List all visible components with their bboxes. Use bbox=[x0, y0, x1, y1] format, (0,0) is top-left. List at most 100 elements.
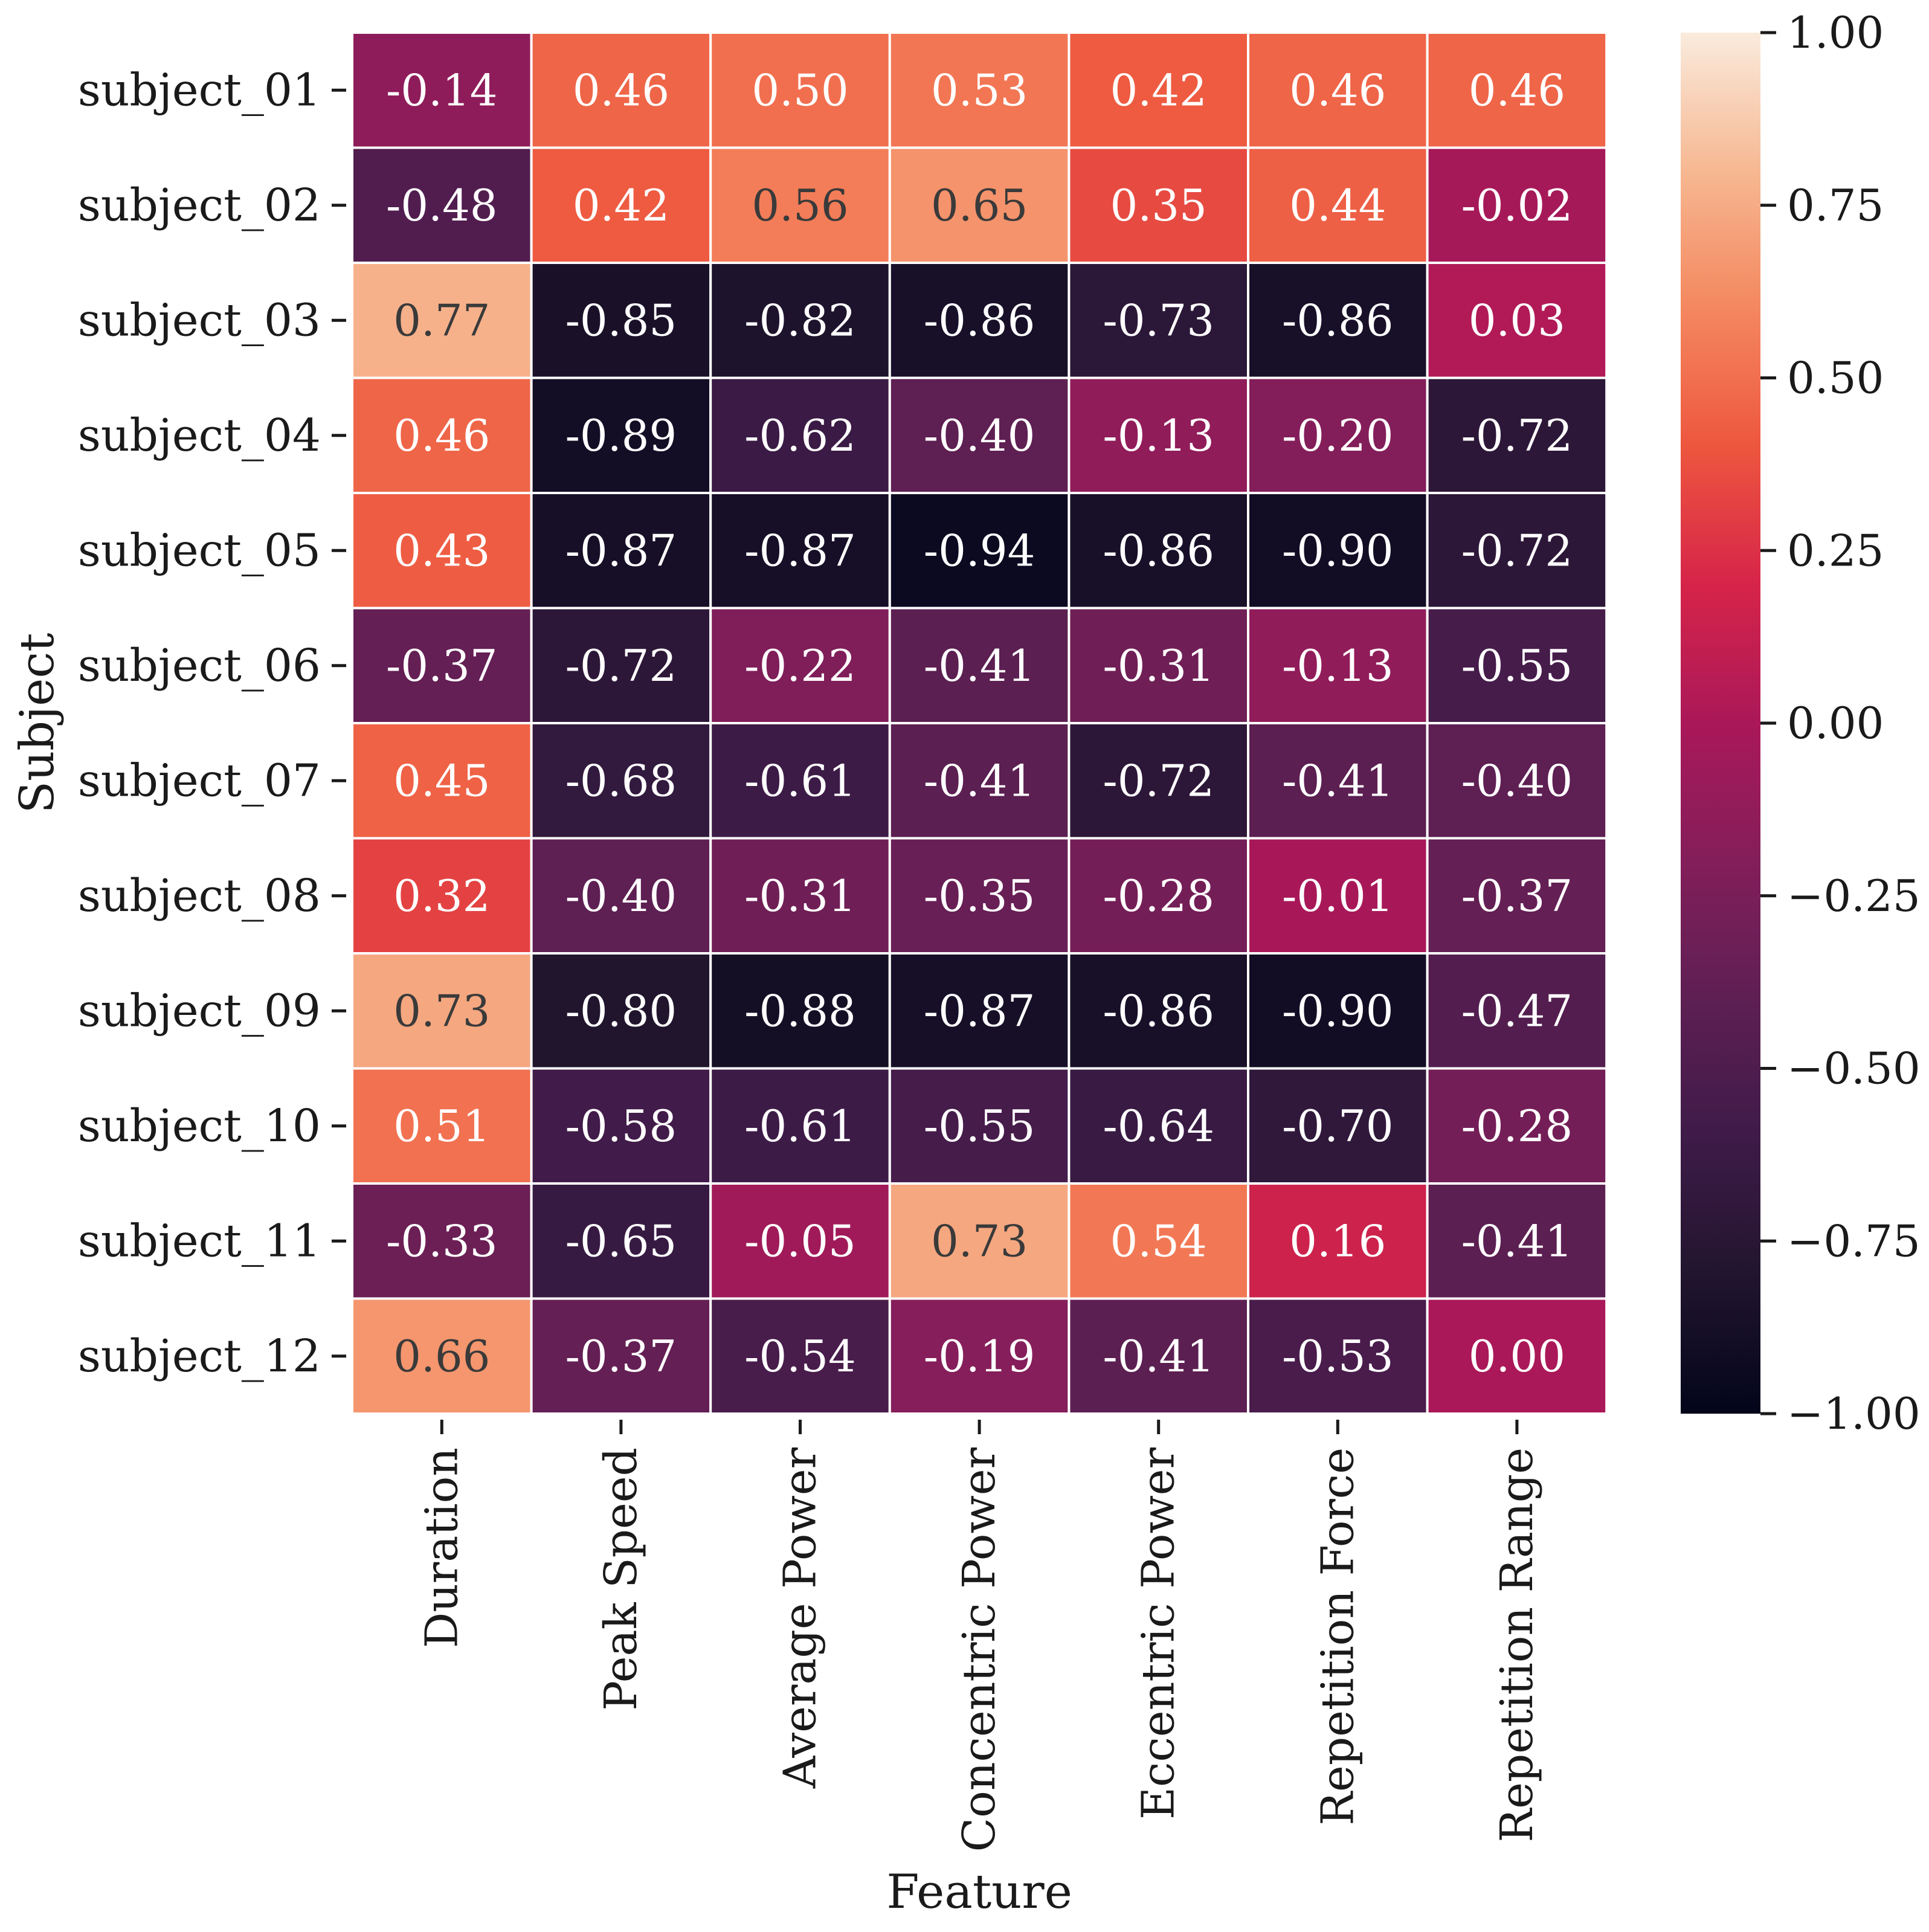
colorbar-tick-label: −0.75 bbox=[1787, 1216, 1921, 1266]
cell-value-label: -0.13 bbox=[1103, 410, 1214, 461]
colorbar: 1.00 0.75 0.50 0.25 0.00 −0.25 −0.50 −0.75 −1.00 bbox=[1681, 7, 1921, 1439]
cell-value-label: -0.58 bbox=[565, 1101, 677, 1151]
cell-value-label: -0.01 bbox=[1282, 871, 1394, 921]
cell-value-label: -0.72 bbox=[1461, 410, 1573, 461]
y-tick-label: subject_11 bbox=[78, 1215, 321, 1267]
heatmap-cell bbox=[1068, 952, 1250, 1070]
heatmap-cell bbox=[351, 31, 533, 149]
cell-value-label: -0.55 bbox=[1461, 640, 1573, 691]
x-tick-label: Repetition Force bbox=[1312, 1447, 1364, 1826]
heatmap-cell bbox=[888, 722, 1071, 840]
cell-value-label: 0.50 bbox=[752, 65, 848, 115]
y-tick-label: subject_03 bbox=[78, 294, 321, 346]
heatmap-cell bbox=[709, 146, 891, 264]
heatmap-cell bbox=[1247, 722, 1429, 840]
heatmap-cell bbox=[1426, 146, 1608, 264]
cell-value-label: -0.41 bbox=[1282, 755, 1394, 806]
x-axis-label: Feature bbox=[886, 1865, 1072, 1919]
cell-value-label: -0.88 bbox=[744, 985, 856, 1036]
cell-value-label: -0.41 bbox=[1461, 1216, 1573, 1266]
cell-value-label: -0.37 bbox=[1461, 871, 1573, 921]
cell-value-label: -0.35 bbox=[924, 871, 1035, 921]
cell-value-label: -0.86 bbox=[924, 295, 1035, 346]
heatmap-cell bbox=[1247, 376, 1429, 494]
cell-value-label: -0.33 bbox=[386, 1216, 498, 1266]
cell-value-label: 0.42 bbox=[573, 180, 669, 231]
cell-value-label: 0.43 bbox=[393, 525, 490, 576]
heatmap-cell bbox=[1068, 262, 1250, 379]
heatmap-cell bbox=[1247, 262, 1429, 379]
y-axis: subject_01 subject_02 subject_03 subject_04… bbox=[78, 64, 346, 1382]
heatmap-cell bbox=[351, 607, 533, 724]
heatmap-cell bbox=[1247, 1067, 1429, 1185]
heatmap-cell bbox=[351, 376, 533, 494]
heatmap-cell bbox=[1247, 31, 1429, 149]
cell-value-label: -0.86 bbox=[1103, 525, 1214, 576]
cell-value-label: 0.46 bbox=[393, 410, 490, 461]
colorbar-tick-label: −0.50 bbox=[1787, 1043, 1921, 1094]
y-tick-label: subject_09 bbox=[78, 985, 321, 1037]
heatmap-cell bbox=[351, 722, 533, 840]
cell-value-label: 0.46 bbox=[1289, 65, 1386, 115]
colorbar-tick-label: −1.00 bbox=[1787, 1388, 1921, 1439]
cell-value-label: -0.53 bbox=[1282, 1331, 1394, 1382]
cell-value-label: -0.61 bbox=[744, 1101, 856, 1151]
cell-value-label: -0.72 bbox=[1103, 755, 1214, 806]
x-tick-label: Repetition Range bbox=[1491, 1447, 1543, 1843]
cell-value-label: 0.77 bbox=[393, 295, 490, 346]
y-tick-label: subject_01 bbox=[78, 64, 321, 116]
cell-value-label: 0.46 bbox=[1469, 65, 1565, 115]
cell-value-label: -0.86 bbox=[1103, 985, 1214, 1036]
heatmap-cell bbox=[709, 492, 891, 610]
y-axis-label: Subject bbox=[10, 633, 65, 814]
heatmap-cell bbox=[1068, 722, 1250, 840]
cell-value-label: 0.03 bbox=[1469, 295, 1565, 346]
heatmap-cell bbox=[709, 31, 891, 149]
x-tick-label: Concentric Power bbox=[953, 1447, 1005, 1852]
heatmap-cell bbox=[530, 376, 712, 494]
heatmap-cell bbox=[888, 837, 1071, 955]
heatmap-cell bbox=[530, 607, 712, 724]
heatmap-cell bbox=[530, 1182, 712, 1300]
y-tick-label: subject_08 bbox=[78, 870, 321, 922]
cell-value-label: -0.68 bbox=[565, 755, 677, 806]
heatmap-cell bbox=[1247, 1297, 1429, 1415]
heatmap-cell bbox=[1426, 1297, 1608, 1415]
cell-value-label: 0.53 bbox=[931, 65, 1028, 115]
heatmap-cell bbox=[888, 262, 1071, 379]
cell-value-label: -0.65 bbox=[565, 1216, 677, 1266]
heatmap-cell bbox=[351, 1297, 533, 1415]
colorbar-gradient bbox=[1681, 33, 1760, 1414]
x-tick-label: Eccentric Power bbox=[1133, 1447, 1185, 1820]
y-tick-label: subject_10 bbox=[78, 1100, 321, 1152]
cell-value-label: -0.40 bbox=[565, 871, 677, 921]
cell-value-label: -0.41 bbox=[924, 755, 1035, 806]
cell-value-label: 0.46 bbox=[573, 65, 669, 115]
cell-value-label: -0.73 bbox=[1103, 295, 1214, 346]
cell-value-label: 0.56 bbox=[752, 180, 848, 231]
cell-value-label: 0.16 bbox=[1289, 1216, 1386, 1266]
y-tick-label: subject_05 bbox=[78, 524, 321, 576]
cell-value-label: -0.31 bbox=[1103, 640, 1214, 691]
heatmap-cell bbox=[1426, 262, 1608, 379]
cell-value-label: -0.22 bbox=[744, 640, 856, 691]
cell-value-label: -0.19 bbox=[924, 1331, 1035, 1382]
cell-value-label: 0.73 bbox=[393, 985, 490, 1036]
heatmap-cell bbox=[1068, 146, 1250, 264]
heatmap-cell bbox=[1247, 1182, 1429, 1300]
cell-value-label: -0.20 bbox=[1282, 410, 1394, 461]
heatmap-cell bbox=[1426, 837, 1608, 955]
x-axis: Duration Peak Speed Average Power Concentri… bbox=[416, 1420, 1543, 1852]
cell-value-label: -0.72 bbox=[1461, 525, 1573, 576]
cell-value-label: -0.37 bbox=[565, 1331, 677, 1382]
x-tick-label: Average Power bbox=[774, 1447, 826, 1789]
heatmap-cells bbox=[351, 31, 1608, 1415]
cell-value-label: -0.72 bbox=[565, 640, 677, 691]
heatmap-cell bbox=[888, 1182, 1071, 1300]
cell-value-label: -0.94 bbox=[924, 525, 1035, 576]
cell-value-label: 0.44 bbox=[1289, 180, 1386, 231]
cell-value-label: -0.80 bbox=[565, 985, 677, 1036]
cell-value-label: 0.32 bbox=[393, 871, 490, 921]
heatmap-cell bbox=[351, 837, 533, 955]
cell-annotations: -0.14 0.46 0.50 0.53 0.42 0.46 0.46 -0.48 0.42 0.… bbox=[386, 65, 1573, 1382]
